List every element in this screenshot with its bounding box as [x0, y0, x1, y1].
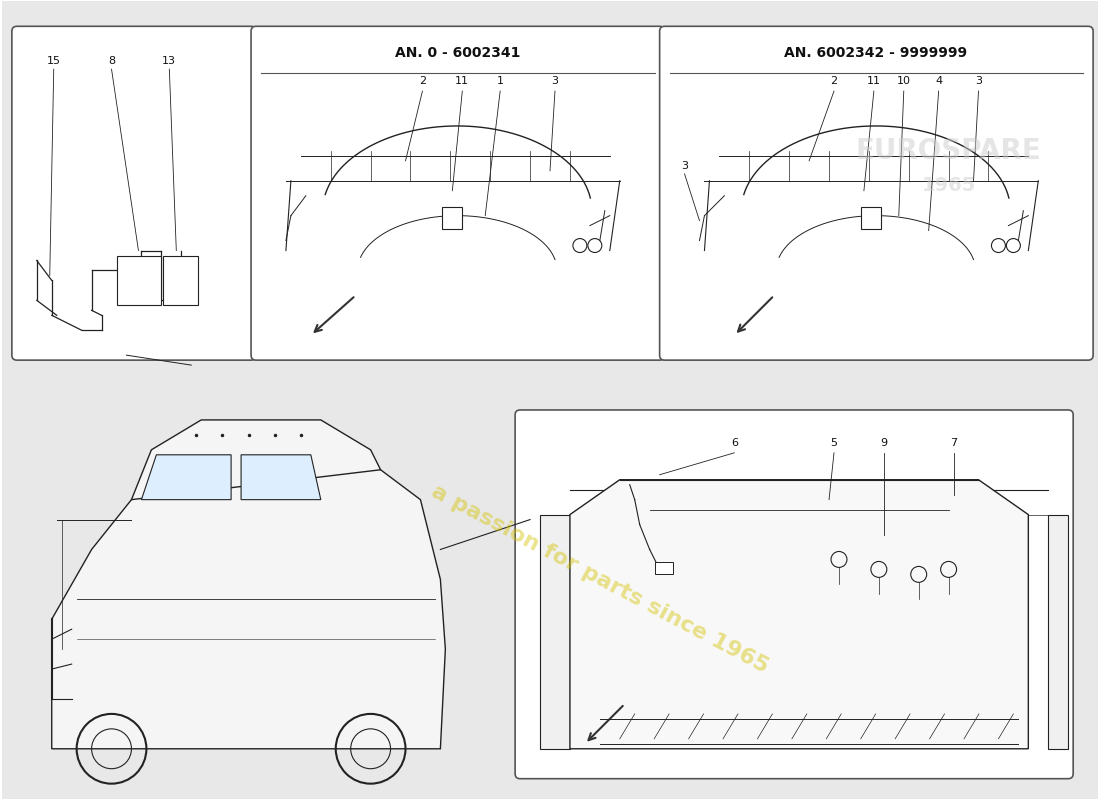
- Text: 1: 1: [497, 76, 504, 86]
- Text: 6: 6: [730, 438, 738, 448]
- FancyBboxPatch shape: [660, 26, 1093, 360]
- Bar: [654, 562, 672, 574]
- Polygon shape: [52, 450, 446, 749]
- Text: 2: 2: [830, 76, 837, 86]
- Text: 11: 11: [867, 76, 881, 86]
- Text: EUROSPARE: EUROSPARE: [856, 137, 1042, 165]
- Text: 9: 9: [880, 438, 888, 448]
- Text: 7: 7: [950, 438, 957, 448]
- Polygon shape: [142, 455, 231, 500]
- Text: 8: 8: [108, 56, 115, 66]
- Text: 13: 13: [163, 56, 176, 66]
- Text: 1965: 1965: [922, 176, 976, 195]
- Text: 3: 3: [975, 76, 982, 86]
- Text: 10: 10: [896, 76, 911, 86]
- Bar: [117, 255, 162, 306]
- FancyBboxPatch shape: [251, 26, 664, 360]
- FancyBboxPatch shape: [12, 26, 256, 360]
- Text: 4: 4: [935, 76, 943, 86]
- Text: AN. 6002342 - 9999999: AN. 6002342 - 9999999: [784, 46, 967, 60]
- Polygon shape: [1048, 514, 1068, 749]
- Text: 3: 3: [551, 76, 559, 86]
- Polygon shape: [132, 420, 381, 500]
- FancyBboxPatch shape: [515, 410, 1074, 778]
- Text: a passion for parts since 1965: a passion for parts since 1965: [428, 482, 772, 677]
- Bar: [163, 255, 198, 306]
- Text: 3: 3: [681, 161, 688, 170]
- Text: 2: 2: [419, 76, 426, 86]
- Text: 15: 15: [46, 56, 60, 66]
- Polygon shape: [241, 455, 321, 500]
- Text: AN. 0 - 6002341: AN. 0 - 6002341: [395, 46, 520, 60]
- Text: 11: 11: [455, 76, 470, 86]
- Polygon shape: [570, 480, 1028, 749]
- Polygon shape: [540, 514, 570, 749]
- Bar: [442, 206, 462, 229]
- Text: 5: 5: [830, 438, 837, 448]
- Bar: [861, 206, 881, 229]
